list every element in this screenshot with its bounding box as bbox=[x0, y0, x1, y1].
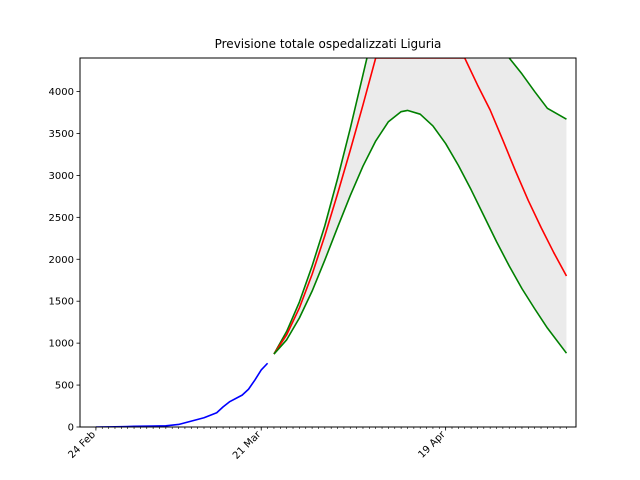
y-tick-label: 500 bbox=[55, 381, 74, 392]
series-line-forecast-upper bbox=[273, 58, 567, 355]
y-tick-label: 3500 bbox=[49, 129, 74, 140]
y-axis: 0 500 1000 1500 2000 2500 3000 3500 4000 bbox=[49, 87, 80, 434]
y-tick-label: 1500 bbox=[49, 297, 74, 308]
y-tick-label: 1000 bbox=[49, 339, 74, 350]
y-tick-label: 3000 bbox=[49, 171, 74, 182]
x-axis: 24 Feb 21 Mar 19 Apr bbox=[66, 427, 567, 462]
y-tick-label: 2500 bbox=[49, 213, 74, 224]
y-tick-label: 2000 bbox=[49, 255, 74, 266]
x-tick-label: 19 Apr bbox=[417, 429, 449, 461]
plot-frame bbox=[79, 57, 577, 428]
series-layer bbox=[95, 58, 568, 427]
chart-title: Previsione totale ospedalizzati Liguria bbox=[215, 37, 442, 51]
series-line-forecast-central bbox=[273, 58, 568, 355]
x-tick-label: 24 Feb bbox=[66, 429, 98, 461]
series-line-forecast-lower bbox=[273, 109, 568, 355]
series-line-observed bbox=[95, 362, 269, 427]
forecast-band bbox=[273, 58, 567, 355]
y-tick-label: 0 bbox=[68, 423, 74, 434]
y-tick-label: 4000 bbox=[49, 87, 74, 98]
confidence-band bbox=[273, 58, 567, 355]
x-tick-label: 21 Mar bbox=[231, 429, 264, 462]
